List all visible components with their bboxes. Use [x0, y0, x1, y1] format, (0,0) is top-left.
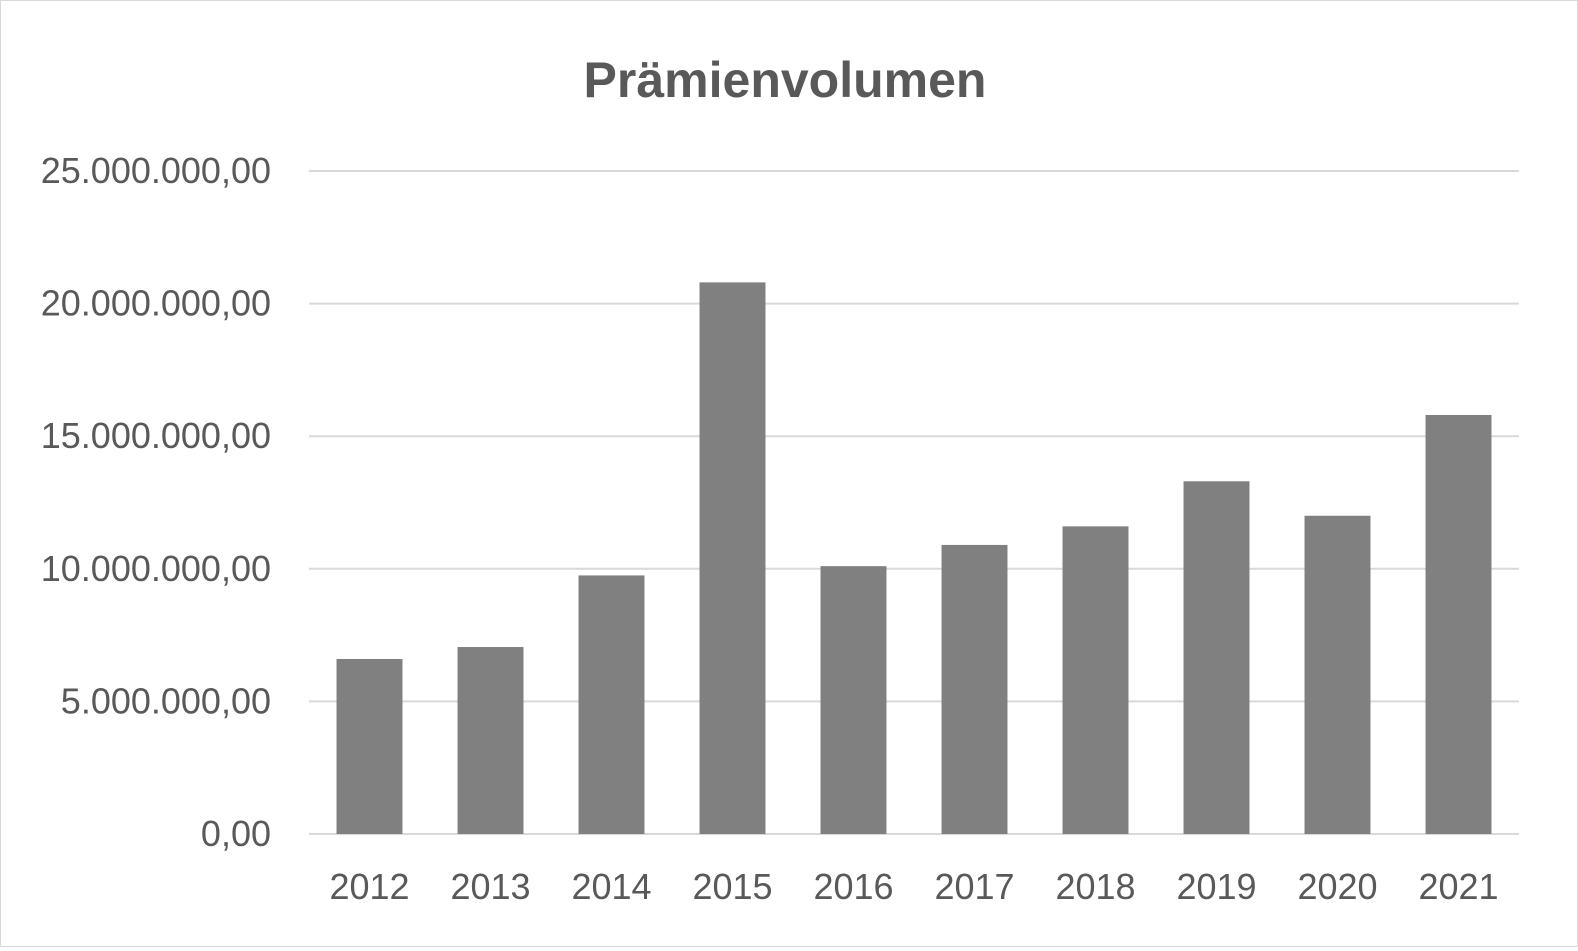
bars: [336, 282, 1492, 834]
x-tick-label: 2021: [1418, 866, 1498, 907]
bar-2018: [1062, 526, 1129, 834]
y-tick-label: 5.000.000,00: [61, 680, 271, 721]
x-tick-label: 2014: [571, 866, 651, 907]
chart-title: Prämienvolumen: [584, 52, 987, 108]
x-tick-label: 2015: [692, 866, 772, 907]
y-tick-label: 25.000.000,00: [41, 150, 271, 191]
y-tick-label: 20.000.000,00: [41, 283, 271, 324]
bar-2020: [1304, 515, 1371, 834]
y-tick-label: 15.000.000,00: [41, 415, 271, 456]
bar-2015: [699, 282, 766, 834]
bar-2021: [1425, 414, 1492, 834]
x-tick-label: 2012: [329, 866, 409, 907]
bar-2019: [1183, 481, 1250, 834]
bar-2016: [820, 566, 887, 834]
x-tick-label: 2016: [813, 866, 893, 907]
x-tick-label: 2017: [934, 866, 1014, 907]
x-tick-label: 2018: [1055, 866, 1135, 907]
bar-2014: [578, 575, 645, 834]
x-tick-label: 2020: [1297, 866, 1377, 907]
bar-2013: [457, 647, 524, 834]
x-tick-label: 2019: [1176, 866, 1256, 907]
y-tick-label: 0,00: [201, 813, 271, 854]
x-tick-label: 2013: [450, 866, 530, 907]
bar-2012: [336, 658, 403, 834]
y-tick-label: 10.000.000,00: [41, 548, 271, 589]
bar-2017: [941, 544, 1008, 834]
y-axis-tick-labels: 0,00 5.000.000,00 10.000.000,00 15.000.000,…: [41, 150, 271, 854]
x-axis-tick-labels: 2012 2013 2014 2015 2016 2017 2018 2019 2020 2021: [329, 866, 1498, 907]
